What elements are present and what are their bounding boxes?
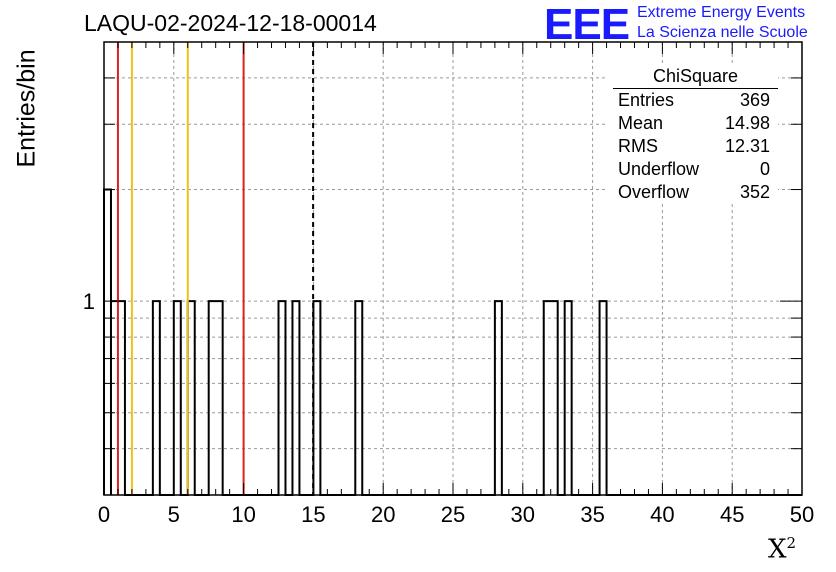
x-tick-label: 35	[580, 502, 604, 527]
stats-value: 14.98	[724, 113, 770, 133]
stats-row: Underflow 0	[608, 158, 778, 181]
y-axis-label: Entries/bin	[12, 49, 41, 168]
x-tick-label: 30	[511, 502, 535, 527]
stats-value: 12.31	[724, 136, 770, 156]
stats-row: Entries 369	[608, 89, 778, 112]
x-axis-label-superscript: 2	[786, 534, 797, 552]
stats-row: Mean 14.98	[608, 112, 778, 135]
x-tick-label: 45	[720, 502, 744, 527]
x-tick-label: 20	[371, 502, 395, 527]
chart-title: LAQU-02-2024-12-18-00014	[84, 10, 377, 36]
eee-logo: EEE	[544, 0, 630, 49]
stats-box: ChiSquare Entries 369 Mean 14.98 RMS 12.31 …	[608, 66, 778, 204]
x-tick-label: 10	[231, 502, 255, 527]
x-axis-label-base: X	[768, 534, 787, 565]
stats-label: Overflow	[618, 182, 690, 202]
stats-label: Entries	[618, 90, 675, 110]
y-tick-label: 1	[83, 289, 95, 314]
x-tick-label: 50	[790, 502, 814, 527]
x-tick-label: 25	[441, 502, 465, 527]
x-tick-label: 5	[168, 502, 180, 527]
stats-title: ChiSquare	[613, 66, 778, 89]
stats-label: Underflow	[618, 159, 700, 179]
logo-line-2: La Scienza nelle Scuole	[637, 24, 808, 41]
stats-row: RMS 12.31	[608, 135, 778, 158]
x-tick-label: 40	[650, 502, 674, 527]
x-axis-label: X2	[768, 534, 796, 565]
stats-label: Mean	[618, 113, 664, 133]
histogram-bars	[103, 188, 802, 496]
stats-value: 369	[739, 90, 770, 110]
logo-line-1: Extreme Energy Events	[637, 4, 806, 21]
stats-value: 0	[759, 159, 770, 179]
x-tick-label: 0	[98, 502, 110, 527]
stats-value: 352	[739, 182, 770, 202]
stats-row: Overflow 352	[608, 181, 778, 204]
x-tick-label: 15	[301, 502, 325, 527]
stats-label: RMS	[618, 136, 658, 156]
